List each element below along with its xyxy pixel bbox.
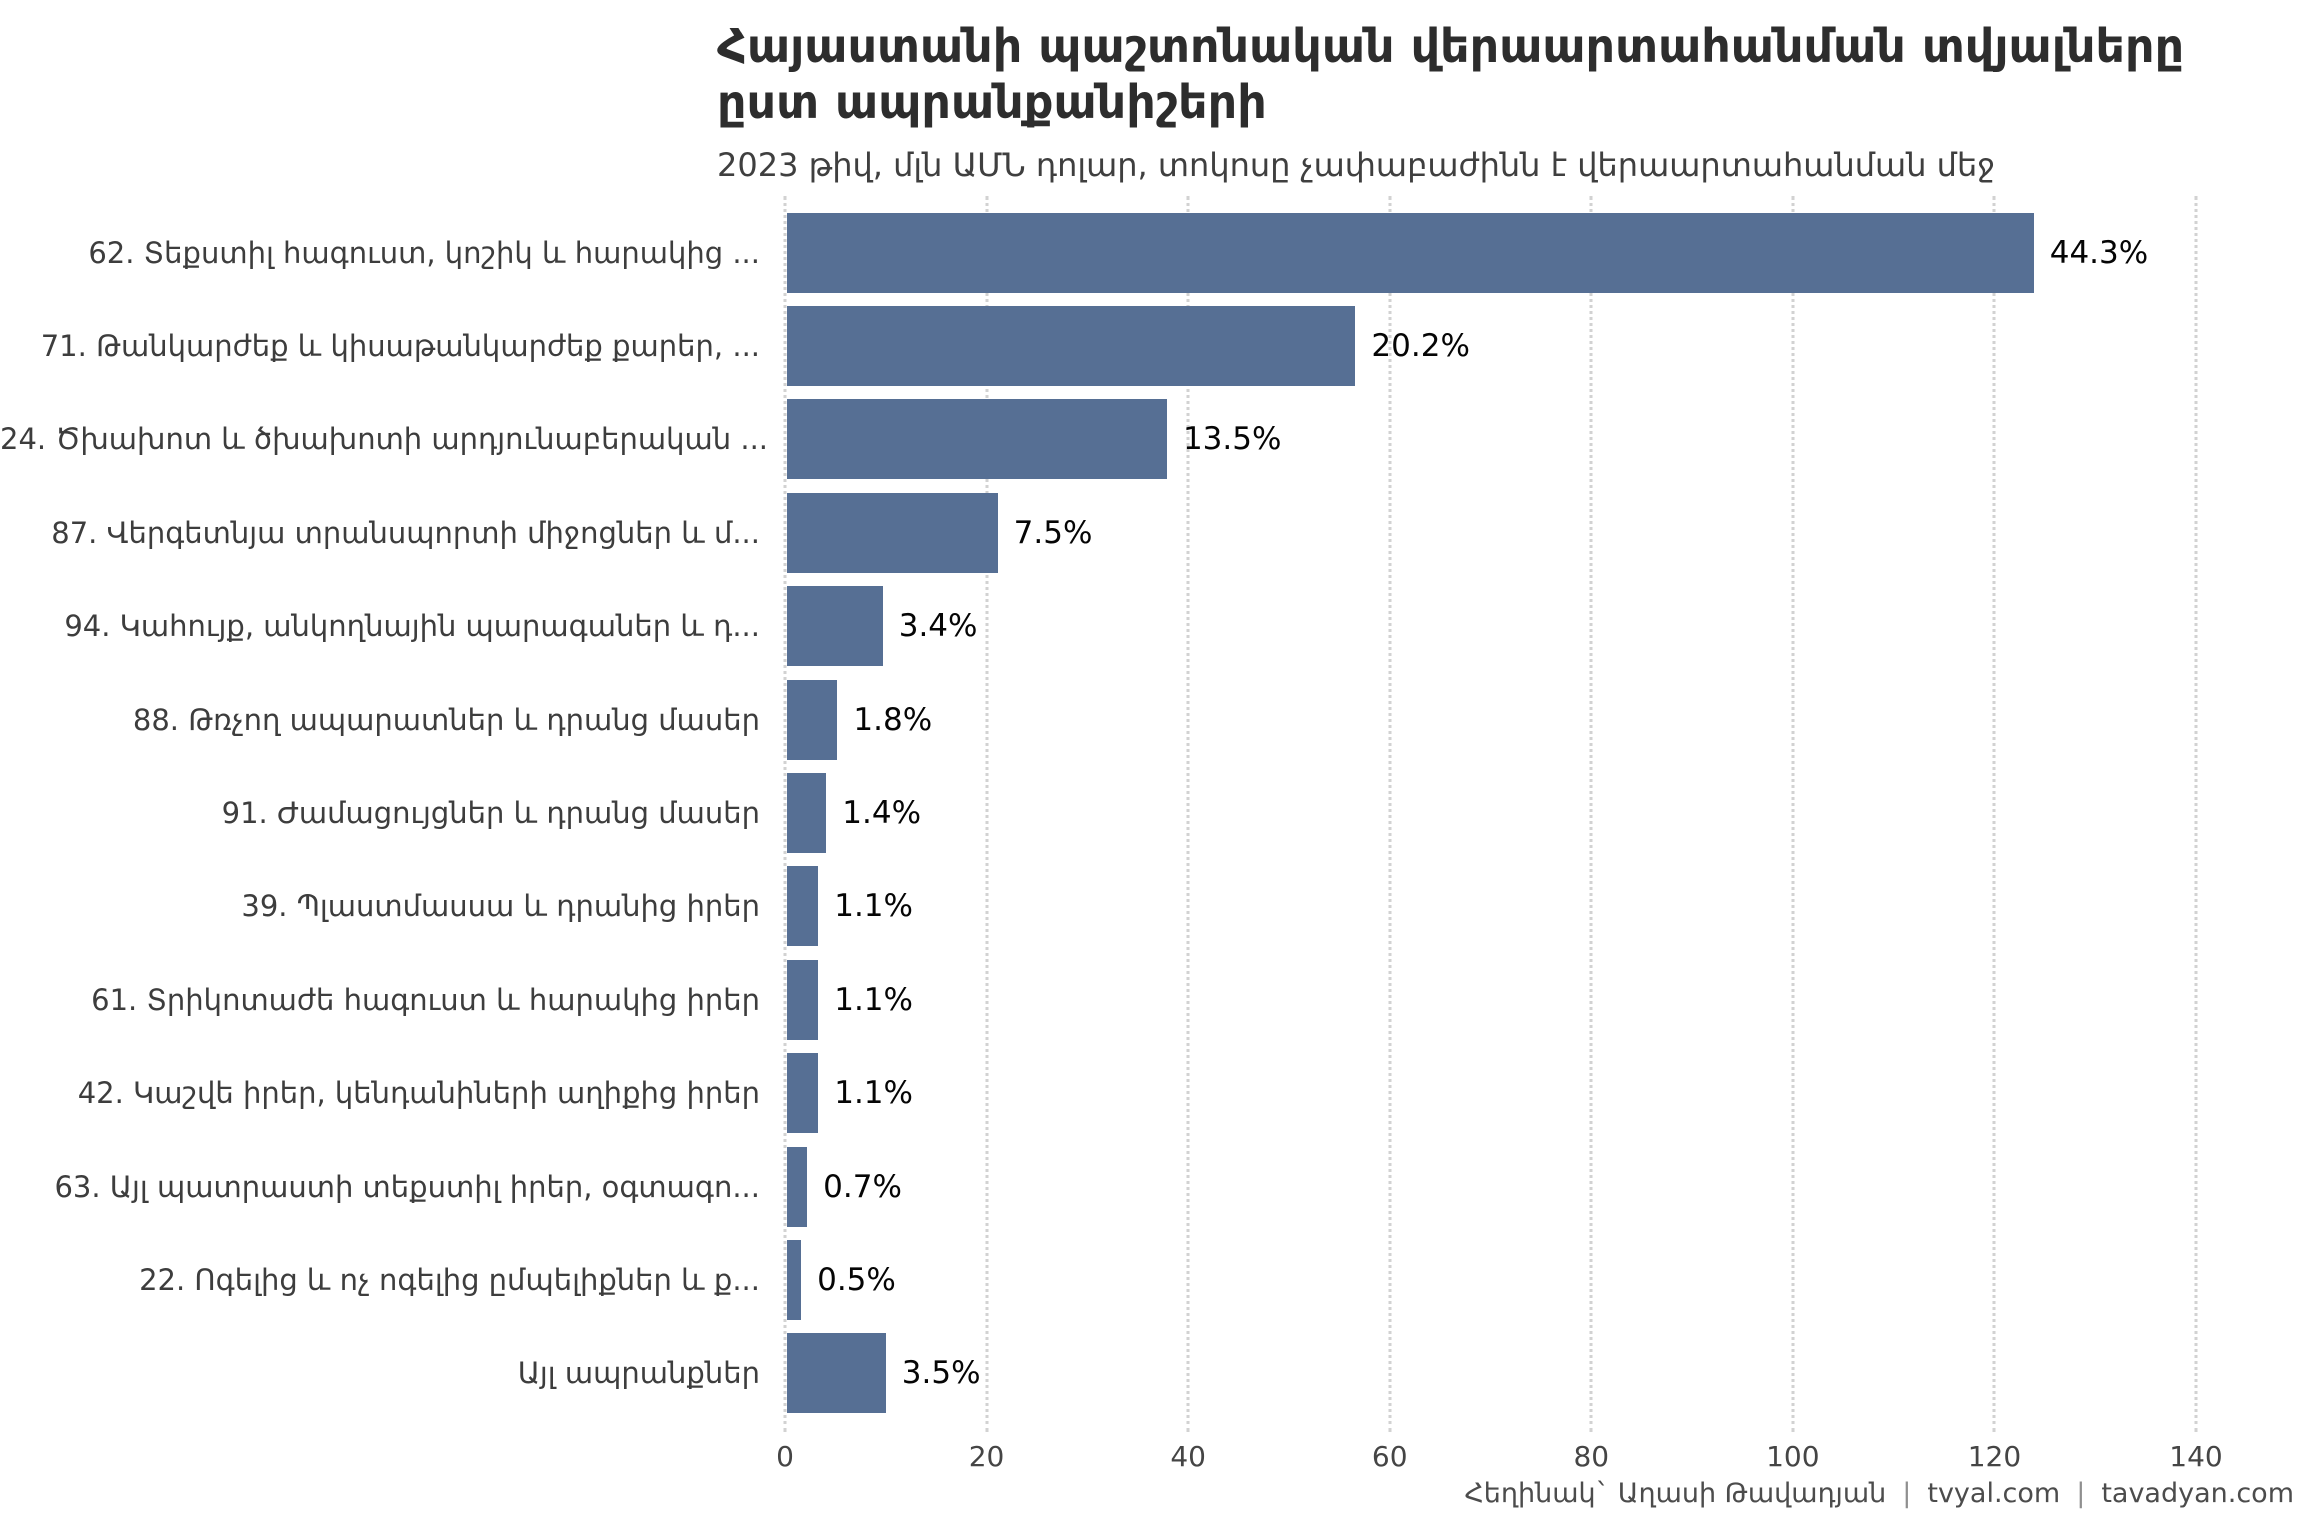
category-label: 91. Ժամացույցներ և դրանց մասեր — [221, 796, 760, 831]
bar-row: 91. Ժամացույցներ և դրանց մասեր 1.4% — [0, 766, 2304, 859]
x-tick-label: 0 — [776, 1440, 794, 1473]
bar-track: 44.3% — [785, 206, 2196, 299]
value-label: 7.5% — [1013, 514, 1093, 551]
category-label: 62. Տեքստիլ հագուստ, կոշիկ և հարակից ... — [88, 235, 760, 270]
value-label: 3.4% — [898, 608, 978, 645]
bar-row: 87. Վերգետնյա տրանսպորտի միջոցներ և մ...… — [0, 486, 2304, 579]
bar-row: 62. Տեքստիլ հագուստ, կոշիկ և հարակից ...… — [0, 206, 2304, 299]
bar — [787, 866, 819, 947]
x-tick-label: 20 — [968, 1440, 1005, 1473]
bar-track: 1.8% — [785, 673, 2196, 766]
bar — [787, 1053, 819, 1134]
author-credit: Հեղինակ` Աղասի Թավադյան — [1464, 1478, 1887, 1509]
footer-site-tavadyan: tavadyan.com — [2101, 1478, 2294, 1509]
bar — [787, 1333, 886, 1414]
gridline — [2194, 196, 2198, 1432]
bar-track: 7.5% — [785, 486, 2196, 579]
x-axis: 0 20 40 60 80 100 120 140 — [776, 1440, 2223, 1480]
bar-track: 0.7% — [785, 1140, 2196, 1233]
bar-track: 1.1% — [785, 953, 2196, 1046]
value-label: 13.5% — [1182, 421, 1282, 458]
bar — [787, 492, 998, 573]
value-label: 1.1% — [834, 888, 913, 925]
bar-row: 24. Ծխախոտ և ծխախոտի արդյունաբերական ...… — [0, 393, 2304, 486]
category-label: 24. Ծխախոտ և ծխախոտի արդյունաբերական ... — [0, 422, 769, 457]
gridline — [783, 196, 787, 1432]
category-label: 39. Պլաստմասսա և դրանից իրեր — [241, 889, 760, 924]
value-label: 0.7% — [823, 1168, 902, 1205]
bar-row: 71. Թանկարժեք և կիսաթանկարժեք քարեր, ...… — [0, 299, 2304, 392]
bar-row: Այլ ապրանքներ 3.5% — [0, 1327, 2304, 1420]
category-label: 87. Վերգետնյա տրանսպորտի միջոցներ և մ... — [51, 515, 760, 550]
bar — [787, 586, 883, 667]
bar-row: 22. Ոգելից և ոչ ոգելից ըմպելիքներ և ք...… — [0, 1233, 2304, 1326]
bar-track: 1.1% — [785, 1047, 2196, 1140]
chart-rows: 62. Տեքստիլ հագուստ, կոշիկ և հարակից ...… — [0, 206, 2304, 1420]
category-label: 42. Կաշվե իրեր, կենդանիների աղիքից իրեր — [77, 1076, 760, 1111]
value-label: 3.5% — [901, 1355, 981, 1392]
bar-row: 88. Թռչող ապարատներ և դրանց մասեր 1.8% — [0, 673, 2304, 766]
bar — [787, 306, 1356, 387]
x-tick-label: 80 — [1573, 1440, 1610, 1473]
bar — [787, 212, 2034, 293]
category-label: 88. Թռչող ապարատներ և դրանց մասեր — [132, 702, 760, 737]
footer-caption: Հեղինակ` Աղասի Թավադյան | tvyal.com | tavady… — [1464, 1478, 2294, 1509]
chart-header: Հայաստանի պաշտոնական վերաարտահանման տվյա… — [717, 18, 2277, 184]
x-tick-label: 120 — [1967, 1440, 2022, 1473]
category-label: 63. Այլ պատրաստի տեքստիլ իրեր, օգտագո... — [54, 1169, 760, 1204]
gridline — [1791, 196, 1795, 1432]
x-tick-label: 100 — [1766, 1440, 1820, 1473]
footer-separator: | — [2076, 1478, 2086, 1509]
gridline — [1992, 196, 1996, 1432]
category-label: 94. Կահույք, անկողնային պարագաներ և դ... — [64, 609, 760, 644]
bar — [787, 1239, 802, 1320]
bar — [787, 1146, 808, 1227]
chart-subtitle: 2023 թիվ, մլն ԱՄՆ դոլար, տոկոսը չափաբաժի… — [717, 146, 1996, 185]
gridlines — [783, 196, 2198, 1432]
bar-row: 63. Այլ պատրաստի տեքստիլ իրեր, օգտագո...… — [0, 1140, 2304, 1233]
category-label: 71. Թանկարժեք և կիսաթանկարժեք քարեր, ... — [40, 329, 760, 364]
bar — [787, 959, 819, 1040]
category-label: 61. Տրիկոտաժե հագուստ և հարակից իրեր — [91, 982, 760, 1017]
bar — [787, 399, 1167, 480]
value-label: 1.4% — [842, 795, 922, 832]
value-label: 20.2% — [1371, 328, 1470, 365]
footer-site-tvyal: tvyal.com — [1927, 1478, 2061, 1509]
value-label: 1.8% — [853, 701, 933, 738]
footer-separator: | — [1902, 1478, 1912, 1509]
x-tick-label: 140 — [2169, 1440, 2223, 1473]
bar-row: 39. Պլաստմասսա և դրանից իրեր 1.1% — [0, 860, 2304, 953]
bar-row: 42. Կաշվե իրեր, կենդանիների աղիքից իրեր … — [0, 1047, 2304, 1140]
value-label: 1.1% — [834, 1075, 913, 1112]
category-label: 22. Ոգելից և ոչ ոգելից ըմպելիքներ և ք... — [139, 1262, 760, 1297]
x-tick-label: 60 — [1371, 1440, 1408, 1473]
bar — [787, 773, 827, 854]
bar — [787, 679, 838, 760]
bar-track: 3.4% — [785, 580, 2196, 673]
bar-row: 94. Կահույք, անկողնային պարագաներ և դ...… — [0, 580, 2304, 673]
gridline — [1388, 196, 1392, 1432]
gridline — [985, 196, 989, 1432]
bar-track: 20.2% — [785, 299, 2196, 392]
chart-title-line-2: ըստ ապրանքանիշերի — [717, 75, 1267, 130]
value-label: 44.3% — [2049, 234, 2149, 271]
gridline — [1186, 196, 1190, 1432]
x-tick-label: 40 — [1170, 1440, 1206, 1473]
gridline — [1589, 196, 1593, 1432]
bar-track: 0.5% — [785, 1233, 2196, 1326]
bar-track: 1.4% — [785, 766, 2196, 859]
category-label: Այլ ապրանքներ — [517, 1356, 760, 1391]
chart-title-line-1: Հայաստանի պաշտոնական վերաարտահանման տվյա… — [717, 19, 2185, 73]
bar-track: 1.1% — [785, 860, 2196, 953]
bar-track: 3.5% — [785, 1327, 2196, 1420]
value-label: 0.5% — [817, 1261, 896, 1298]
bar-row: 61. Տրիկոտաժե հագուստ և հարակից իրեր 1.1… — [0, 953, 2304, 1046]
bar-track: 13.5% — [785, 393, 2196, 486]
value-label: 1.1% — [834, 981, 913, 1018]
